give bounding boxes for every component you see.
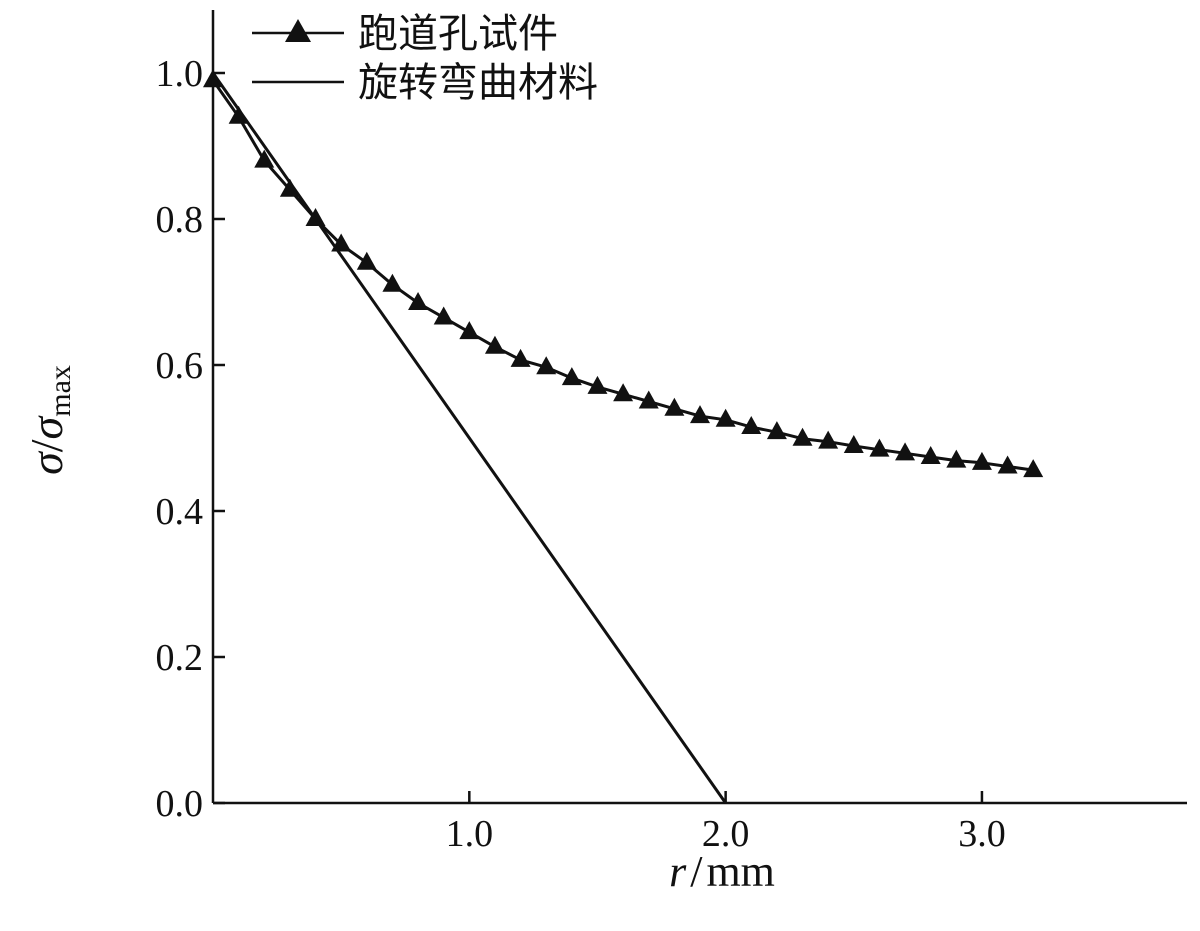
data-point-0-18 (664, 397, 685, 416)
data-point-0-22 (766, 421, 787, 440)
data-point-0-24 (818, 430, 839, 449)
data-point-0-23 (792, 427, 813, 446)
data-point-0-2 (254, 149, 275, 168)
data-point-0-15 (587, 375, 608, 394)
x-axis-label: r/mm (669, 847, 775, 896)
x-tick-label-2: 3.0 (958, 813, 1006, 855)
legend-entry-runway-hole: 跑道孔试件 (252, 11, 558, 57)
x-tick-label-0: 1.0 (446, 813, 494, 855)
y-axis-subscript: max (44, 365, 77, 417)
data-point-0-31 (997, 455, 1018, 474)
x-axis-symbol: r (669, 847, 687, 896)
y-axis-symbol: σ (21, 450, 72, 475)
data-point-0-21 (741, 416, 762, 435)
y-ticks: 0.0 0.2 0.4 0.6 0.8 1.0 (156, 53, 225, 825)
data-point-0-30 (971, 451, 992, 470)
data-point-0-20 (715, 408, 736, 427)
y-tick-label-4: 0.8 (156, 199, 204, 241)
data-point-0-26 (869, 438, 890, 457)
data-point-0-8 (408, 291, 429, 310)
x-axis-unit: mm (706, 847, 774, 896)
x-ticks: 1.0 2.0 3.0 (446, 791, 1006, 855)
axes: 1.0 2.0 3.0 0.0 0.2 0.4 0.6 0.8 1.0 (156, 10, 1187, 855)
series-line-1 (211, 72, 727, 804)
data-point-0-7 (382, 273, 403, 292)
data-point-0-3 (279, 178, 300, 197)
data-point-0-27 (895, 442, 916, 461)
series-layer (203, 69, 1044, 804)
data-point-0-1 (228, 105, 249, 124)
data-point-0-10 (459, 321, 480, 340)
data-point-0-11 (484, 335, 505, 354)
legend-label-runway-hole: 跑道孔试件 (358, 11, 558, 57)
legend-triangle-marker (285, 19, 311, 42)
data-point-0-0 (203, 69, 223, 88)
y-tick-label-3: 0.6 (156, 345, 204, 387)
data-point-0-19 (690, 405, 710, 424)
legend-entry-rotating-bending: 旋转弯曲材料 (252, 60, 598, 106)
data-point-0-28 (920, 445, 941, 464)
legend: 跑道孔试件 旋转弯曲材料 (252, 11, 598, 106)
x-tick-label-1: 2.0 (702, 813, 750, 855)
y-tick-label-2: 0.4 (156, 491, 204, 533)
data-point-0-13 (536, 356, 557, 375)
series-line-0 (211, 79, 1034, 472)
legend-label-rotating-bending: 旋转弯曲材料 (358, 60, 598, 106)
data-point-0-14 (561, 367, 582, 386)
data-point-0-32 (1023, 459, 1044, 478)
y-tick-label-5: 1.0 (156, 53, 204, 95)
data-point-0-29 (946, 449, 967, 468)
data-point-0-6 (356, 251, 377, 270)
y-axis-label: σ/σmax (21, 365, 77, 475)
y-axis-symbol-2: σ (21, 414, 72, 439)
data-point-0-12 (510, 348, 531, 367)
y-tick-label-0: 0.0 (156, 783, 204, 825)
data-point-0-9 (433, 306, 454, 325)
data-point-0-25 (843, 435, 864, 454)
y-axis-separator: / (21, 439, 72, 452)
data-point-0-16 (613, 383, 634, 402)
x-axis-separator: / (690, 847, 703, 896)
data-point-0-17 (638, 390, 659, 409)
y-tick-label-1: 0.2 (156, 637, 204, 679)
